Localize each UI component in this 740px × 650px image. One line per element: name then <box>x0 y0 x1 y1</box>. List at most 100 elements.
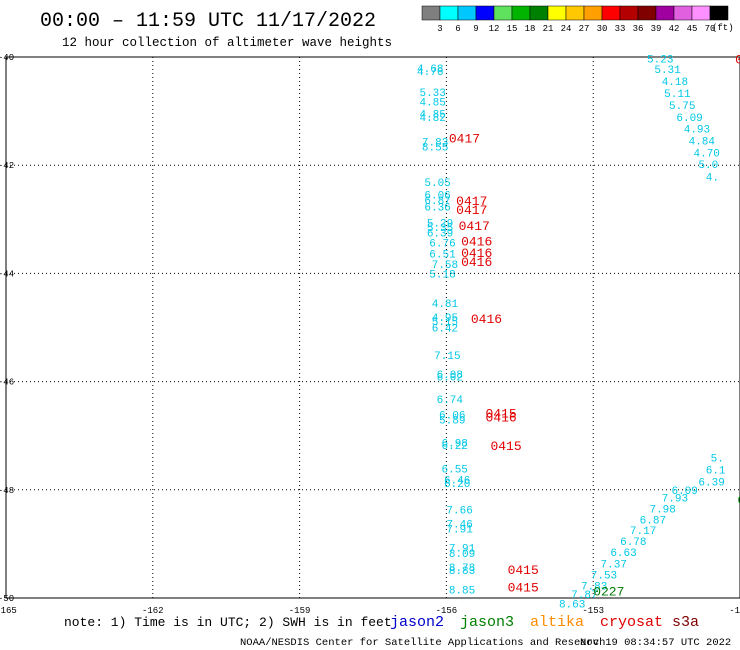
swh-value: 6.22 <box>442 441 468 453</box>
colorbar-tick-label: 3 <box>437 24 442 34</box>
time-label: 0417 <box>459 219 490 234</box>
swh-value: 6.39 <box>698 477 724 489</box>
swh-value: 5.89 <box>439 415 465 427</box>
swh-values: 4.684.765.334.854.854.827.838.555.056.06… <box>417 54 726 611</box>
colorbar-tick-label: 42 <box>669 24 680 34</box>
colorbar-swatch <box>511 5 531 21</box>
colorbar-tick-label: 27 <box>579 24 590 34</box>
x-axis-ticks: -165 -162 -159 -156 -153 -150 <box>0 606 740 616</box>
swh-value: 7.91 <box>446 525 473 537</box>
swh-value: 6.87 <box>640 515 666 527</box>
swh-value: 8.83 <box>449 566 475 578</box>
colorbar-swatch <box>637 5 657 21</box>
colorbar-swatch <box>493 5 513 21</box>
y-tick-label: -44 <box>0 269 14 279</box>
swh-value: 4.18 <box>662 77 688 89</box>
swh-value: 6.06 <box>439 410 465 422</box>
legend-s3a: s3a <box>672 614 699 631</box>
colorbar-tick-label: 18 <box>525 24 536 34</box>
swh-value: 6.1 <box>706 466 726 478</box>
swh-value: 4.81 <box>432 299 459 311</box>
y-tick-label: -50 <box>0 594 14 604</box>
chart-subtitle: 12 hour collection of altimeter wave hei… <box>62 36 392 50</box>
time-label: 0417 <box>449 131 480 146</box>
colorbar-swatch <box>439 5 459 21</box>
colorbar-tick-label: 45 <box>687 24 698 34</box>
swh-value: 5.29 <box>427 218 453 230</box>
time-label: 0227 <box>593 584 624 599</box>
y-tick-label: -42 <box>0 161 14 171</box>
plot-grid <box>5 56 740 599</box>
swh-value: 5.0 <box>698 160 718 172</box>
colorbar: 3 6 9 12 15 18 21 24 27 30 33 36 39 42 45 70 <box>421 5 729 34</box>
colorbar-tick-label: 30 <box>597 24 608 34</box>
swh-value: 6.20 <box>444 479 470 491</box>
swh-value: 4.68 <box>417 64 443 76</box>
swh-value: 6.78 <box>620 537 646 549</box>
colorbar-tick-label: 21 <box>543 24 554 34</box>
time-label: 0416 <box>461 234 492 249</box>
time-label: 0415 <box>508 581 539 596</box>
legend-altika: altika <box>530 614 584 631</box>
colorbar-swatch <box>457 5 477 21</box>
x-tick-label: -162 <box>142 606 164 616</box>
swh-value: 7.83 <box>422 138 448 150</box>
swh-value: 5.75 <box>669 101 695 113</box>
colorbar-tick-label: 12 <box>489 24 500 34</box>
swh-value: 8.63 <box>559 600 585 612</box>
swh-value: 6.36 <box>424 203 450 215</box>
y-tick-label: -46 <box>0 378 14 388</box>
swh-value: 7.83 <box>581 581 607 593</box>
colorbar-swatch <box>673 5 693 21</box>
y-tick-label: -48 <box>0 486 14 496</box>
plot-frame <box>5 56 740 599</box>
footer-credit: NOAA/NESDIS Center for Satellite Applica… <box>240 637 605 649</box>
swh-value: 6.02 <box>437 373 463 385</box>
swh-value: 7.93 <box>662 494 688 506</box>
colorbar-swatch <box>529 5 549 21</box>
x-tick-label: -159 <box>289 606 311 616</box>
swh-value: 6.87 <box>424 196 450 208</box>
colorbar-swatch <box>421 5 441 21</box>
colorbar-swatch <box>709 5 729 21</box>
time-label: 0417 <box>456 203 487 218</box>
swh-value: 4.93 <box>684 125 710 137</box>
colorbar-tick-label: 15 <box>507 24 518 34</box>
colorbar-tick-label: 36 <box>633 24 644 34</box>
x-tick-label: -153 <box>582 606 604 616</box>
colorbar-swatch <box>547 5 567 21</box>
swh-value: 7.91 <box>449 543 476 555</box>
swh-value: 6.46 <box>444 475 470 487</box>
colorbar-tick-label: 39 <box>651 24 662 34</box>
swh-value: 6.08 <box>437 370 463 382</box>
swh-value: 7.15 <box>434 351 460 363</box>
swh-value: 4.76 <box>417 67 443 79</box>
time-label: 0416 <box>471 312 502 327</box>
y-tick-label: -40 <box>0 53 14 63</box>
swh-value: 7.58 <box>432 260 458 272</box>
colorbar-swatch <box>601 5 621 21</box>
swh-value: 7.66 <box>446 506 472 518</box>
swh-value: 5.23 <box>647 54 673 66</box>
swh-value: 4.82 <box>419 113 445 125</box>
swh-value: 8.85 <box>449 586 475 598</box>
legend-cryosat: cryosat <box>600 614 663 631</box>
swh-value: 6.51 <box>429 250 456 262</box>
footer-note: note: 1) Time is in UTC; 2) SWH is in fe… <box>64 615 392 630</box>
swh-value: 7.17 <box>630 526 656 538</box>
time-label: 0416 <box>461 255 492 270</box>
swh-value: 4. <box>706 172 719 184</box>
colorbar-swatch <box>583 5 603 21</box>
colorbar-tick-label: 9 <box>473 24 478 34</box>
time-label: 0417 <box>456 194 487 209</box>
colorbar-swatch <box>475 5 495 21</box>
y-axis-ticks: -40 -42 -44 -46 -48 -50 <box>0 53 14 604</box>
swh-value: 5.18 <box>429 270 455 282</box>
colorbar-swatch <box>691 5 711 21</box>
x-tick-label: -165 <box>0 606 17 616</box>
colorbar-tick-label: 70 <box>705 24 716 34</box>
time-label: 0416 <box>486 411 517 426</box>
swh-value: 7.53 <box>591 571 617 583</box>
time-label: 0 <box>738 493 740 508</box>
